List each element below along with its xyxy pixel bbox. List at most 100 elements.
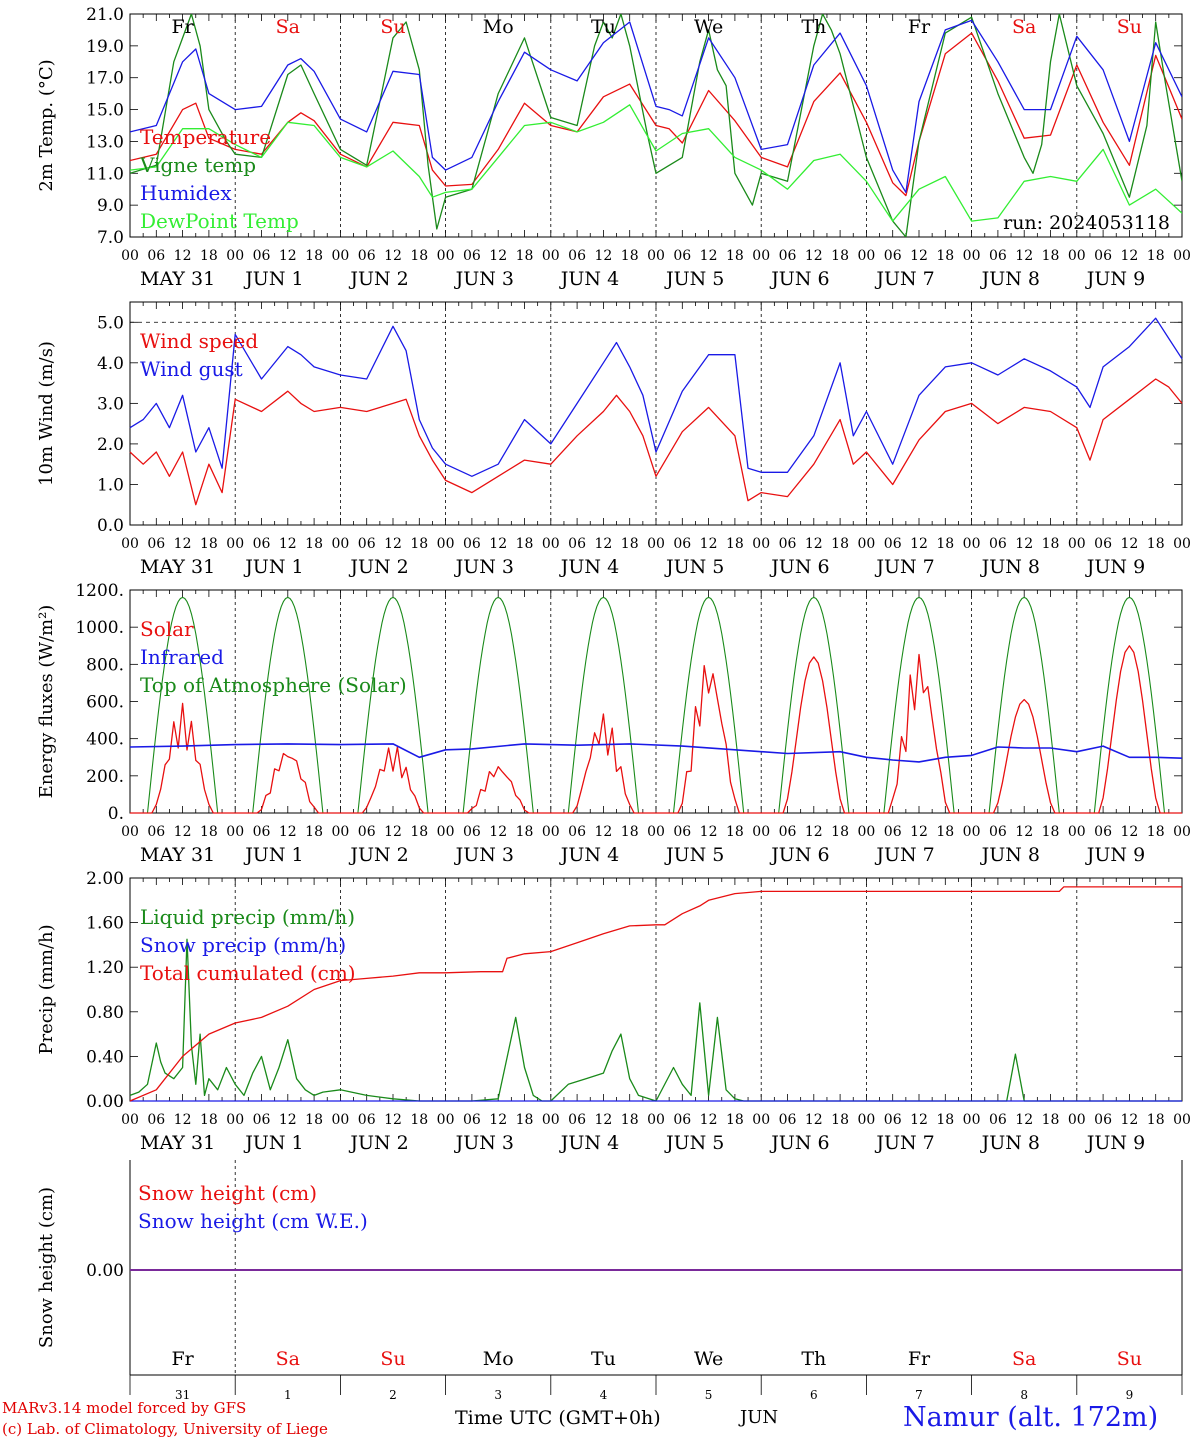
date-label: MAY 31 (140, 556, 215, 578)
copyright-credit: (c) Lab. of Climatology, University of L… (2, 1420, 328, 1438)
hour-tick-label: 00 (752, 824, 770, 840)
y-tick-label: 1000. (75, 618, 124, 638)
legend-entry: Liquid precip (mm/h) (140, 905, 355, 929)
y-tick-label: 5.0 (97, 313, 124, 333)
hour-tick-label: 12 (594, 1112, 612, 1128)
hour-tick-label: 18 (831, 536, 849, 552)
legend-entry: Temperature (140, 125, 271, 149)
series-solar (130, 645, 1182, 814)
hour-tick-label: 00 (331, 824, 349, 840)
hour-tick-label: 06 (989, 248, 1007, 264)
hour-tick-label: 06 (989, 824, 1007, 840)
hour-tick-label: 06 (1094, 536, 1112, 552)
hour-tick-label: 12 (1015, 536, 1033, 552)
plot-frame (129, 301, 1183, 526)
panel-temperature: 7.0 9.0 11.0 13.0 15.0 17.0 19.0 21.0 2m Temp. (… (36, 5, 1191, 290)
hour-tick-label: 12 (279, 536, 297, 552)
series-wind-gust (129, 317, 1183, 477)
hour-tick-label: 12 (384, 824, 402, 840)
hour-tick-label: 12 (910, 1112, 928, 1128)
hour-tick-label: 06 (673, 1112, 691, 1128)
hour-tick-label: 06 (463, 248, 481, 264)
hour-tick-label: 18 (516, 824, 534, 840)
hour-tick-label: 18 (621, 1112, 639, 1128)
legend-entry: Wind speed (140, 329, 258, 353)
hour-tick-label: 12 (489, 824, 507, 840)
legend-entry: Top of Atmosphere (Solar) (140, 673, 407, 697)
day-name-label: Su (380, 1348, 405, 1370)
hour-tick-label: 00 (331, 248, 349, 264)
legend-entry: Snow height (cm) (138, 1181, 317, 1205)
y-tick-label: 11.0 (86, 164, 124, 184)
hour-tick-label: 06 (358, 536, 376, 552)
day-number-label: 7 (915, 1388, 923, 1402)
date-label: JUN 5 (664, 268, 724, 290)
hour-tick-label: 12 (594, 248, 612, 264)
date-label: JUN 4 (559, 1132, 619, 1154)
date-label: JUN 3 (454, 556, 514, 578)
hour-tick-label: 18 (410, 824, 428, 840)
hour-tick-label: 00 (331, 536, 349, 552)
date-label: JUN 7 (874, 556, 934, 578)
y-tick-label: 17.0 (86, 69, 124, 89)
hour-tick-label: 18 (936, 1112, 954, 1128)
series-dewpoint-temp (130, 104, 1182, 222)
hour-tick-label: 00 (857, 248, 875, 264)
hour-tick-label: 00 (752, 536, 770, 552)
day-name-label: Fr (908, 1348, 931, 1370)
hour-tick-label: 00 (331, 1112, 349, 1128)
hour-tick-label: 06 (358, 1112, 376, 1128)
date-label: JUN 9 (1085, 1132, 1145, 1154)
hour-tick-label: 18 (516, 248, 534, 264)
day-name-label: Sa (276, 1348, 300, 1370)
hour-tick-label: 06 (673, 824, 691, 840)
hour-tick-label: 12 (700, 536, 718, 552)
hour-tick-label: 06 (147, 536, 165, 552)
y-tick-label: 1.60 (86, 914, 124, 934)
hour-tick-label: 12 (1015, 1112, 1033, 1128)
hour-tick-label: 00 (963, 1112, 981, 1128)
hour-tick-label: 18 (305, 1112, 323, 1128)
hour-tick-label: 06 (358, 248, 376, 264)
hour-tick-label: 00 (963, 824, 981, 840)
date-label: JUN 9 (1085, 556, 1145, 578)
y-tick-label: 1.0 (97, 475, 124, 495)
day-name-label: We (694, 1348, 723, 1370)
day-name-label: Th (801, 1348, 826, 1370)
hour-tick-label: 00 (437, 824, 455, 840)
day-number-label: 5 (705, 1388, 713, 1402)
hour-tick-label: 06 (884, 1112, 902, 1128)
hour-tick-label: 00 (1173, 248, 1191, 264)
hour-tick-label: 06 (673, 248, 691, 264)
hour-tick-label: 18 (1042, 536, 1060, 552)
hour-tick-label: 18 (200, 248, 218, 264)
day-number-label: 8 (1020, 1388, 1028, 1402)
hour-tick-label: 12 (489, 536, 507, 552)
day-name-label: Su (380, 16, 405, 38)
month-label: JUN (740, 1407, 779, 1428)
date-label: MAY 31 (140, 268, 215, 290)
date-label: JUN 7 (874, 844, 934, 866)
day-name-label: Su (1117, 16, 1142, 38)
hour-tick-label: 00 (542, 824, 560, 840)
run-label: run: 2024053118 (1003, 212, 1170, 234)
y-tick-label: 0.40 (86, 1047, 124, 1067)
date-label: MAY 31 (140, 1132, 215, 1154)
legend-entry: Infrared (140, 645, 224, 669)
hour-tick-label: 18 (1147, 248, 1165, 264)
y-tick-label: 1.20 (86, 958, 124, 978)
hour-tick-label: 06 (147, 1112, 165, 1128)
y-axis-label: 2m Temp. (°C) (36, 59, 57, 191)
y-tick-label: 200. (86, 767, 124, 787)
day-number-label: 2 (389, 1388, 397, 1402)
hour-tick-label: 00 (1173, 1112, 1191, 1128)
day-name-label: Sa (1012, 16, 1036, 38)
hour-tick-label: 00 (647, 248, 665, 264)
y-tick-label: 400. (86, 730, 124, 750)
date-label: JUN 3 (454, 268, 514, 290)
time-axis-label: Time UTC (GMT+0h) (455, 1407, 661, 1429)
day-name-label: Mo (483, 1348, 514, 1370)
hour-tick-label: 12 (174, 1112, 192, 1128)
hour-tick-label: 00 (752, 248, 770, 264)
